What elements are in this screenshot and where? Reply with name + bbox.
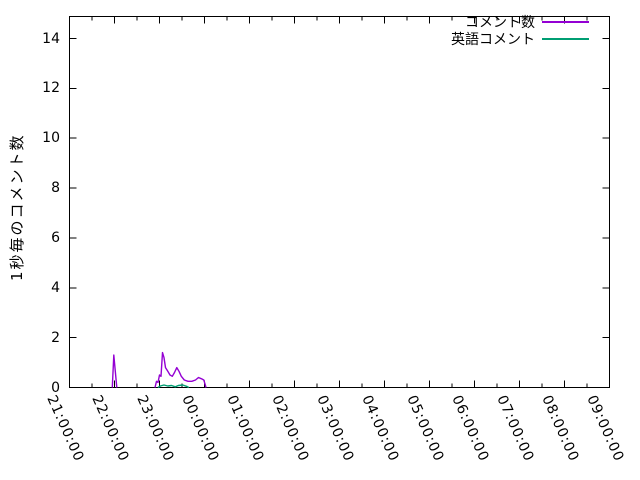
legend: コメント数 英語コメント — [451, 14, 589, 48]
plot-border — [69, 16, 610, 388]
series-line-0 — [154, 351, 207, 388]
legend-label-english-comments: 英語コメント — [451, 32, 535, 48]
y-tick-label-0: 0 — [51, 379, 60, 396]
legend-item-english-comments: 英語コメント — [451, 31, 589, 48]
legend-label-comment-count: コメント数 — [465, 15, 535, 31]
legend-line-sample-comment-count — [542, 21, 589, 23]
y-tick-label-6: 6 — [51, 229, 60, 246]
y-tick-label-12: 12 — [42, 80, 60, 97]
y-tick-label-4: 4 — [51, 279, 60, 296]
series-line-0 — [111, 354, 118, 388]
y-tick-label-8: 8 — [51, 180, 60, 197]
y-tick-label-14: 14 — [42, 30, 60, 47]
y-tick-label-10: 10 — [42, 130, 60, 147]
legend-line-sample-english-comments — [542, 38, 589, 40]
series-line-1 — [157, 384, 190, 389]
y-tick-label-2: 2 — [51, 329, 60, 346]
legend-item-comment-count: コメント数 — [451, 14, 589, 31]
